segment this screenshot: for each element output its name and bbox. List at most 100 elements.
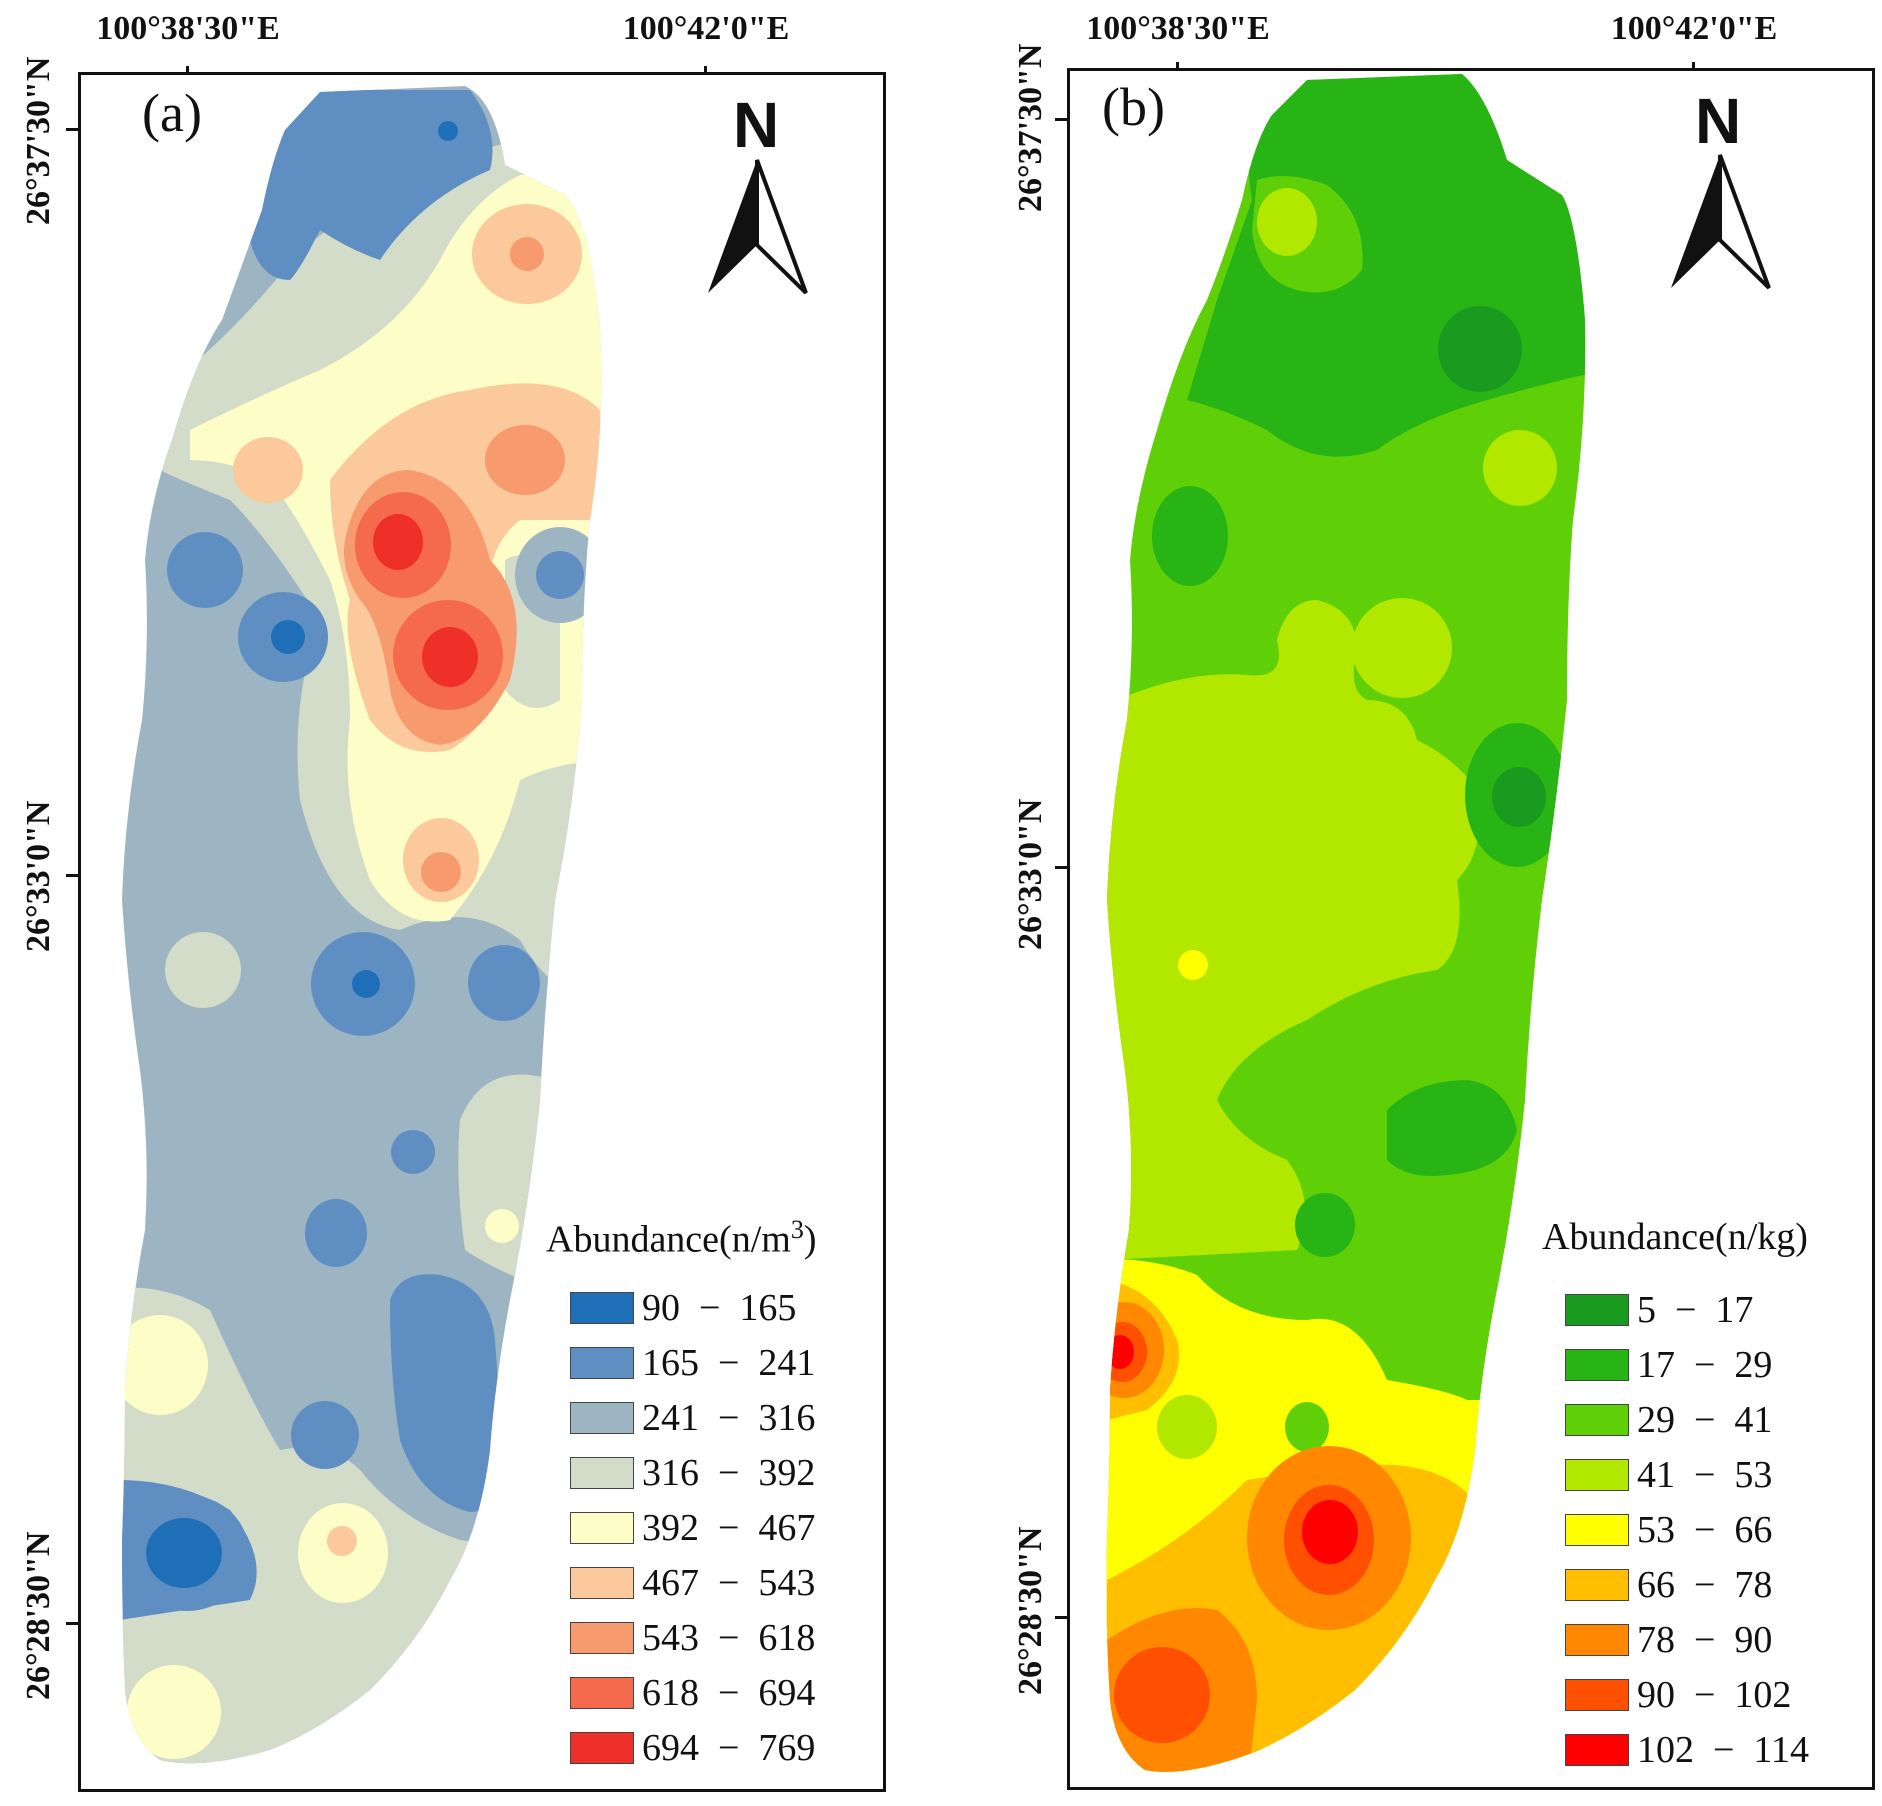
zone-90-165: [271, 620, 305, 654]
legend-swatch: [1565, 1404, 1629, 1436]
zone-392-467: [485, 1209, 519, 1243]
legend-label: 618 − 694: [642, 1672, 816, 1714]
legend-swatch: [1565, 1349, 1629, 1381]
zone-5-17: [1492, 767, 1546, 827]
lat-tick: [1055, 866, 1069, 869]
north-arrow-icon: [708, 159, 808, 295]
zone-165-241: [468, 945, 540, 1021]
legend-label: 90 − 165: [642, 1287, 797, 1329]
legend-swatch: [570, 1402, 634, 1434]
legend-label: 467 − 543: [642, 1562, 816, 1604]
zone-41-53: [1157, 1395, 1217, 1459]
legend-item: 694 − 769: [570, 1727, 815, 1769]
zone-165-241: [167, 532, 243, 608]
panel-a: 100°38'30"E 100°42'0"E 26°37'30"N 26°33'…: [20, 10, 886, 1792]
legend-item: 41 − 53: [1565, 1454, 1772, 1496]
zone-17-29: [1152, 486, 1228, 586]
legend-item: 316 − 392: [570, 1452, 815, 1494]
legend-label: 5 − 17: [1637, 1289, 1754, 1331]
lat-tick: [66, 128, 80, 131]
legend-item: 543 − 618: [570, 1617, 815, 1659]
zone-694-769: [422, 627, 478, 687]
north-label: N: [733, 89, 780, 161]
legend-item: 241 − 316: [570, 1397, 815, 1439]
legend-swatch: [1565, 1679, 1629, 1711]
panel-label: (b): [1102, 77, 1165, 137]
legend-item: 102 − 114: [1565, 1729, 1809, 1771]
legend-item: 66 − 78: [1565, 1564, 1772, 1606]
zone-90-165: [146, 1518, 222, 1588]
zone-102-114: [1302, 1500, 1358, 1564]
legend-swatch: [1565, 1734, 1629, 1766]
legend-title: Abundance(n/kg): [1542, 1216, 1808, 1258]
zone-165-241: [390, 1274, 505, 1512]
north-label: N: [1695, 85, 1742, 157]
zone-392-467: [127, 1665, 221, 1759]
legend-label: 543 − 618: [642, 1617, 816, 1659]
zone-316-392: [165, 932, 241, 1008]
north-arrow-icon: [1671, 154, 1771, 290]
legend-item: 29 − 41: [1565, 1399, 1772, 1441]
lat-tick: [66, 874, 80, 877]
zone-543-618: [421, 852, 461, 892]
zone-543-618: [510, 237, 544, 271]
legend-swatch: [1565, 1569, 1629, 1601]
legend-label: 102 − 114: [1637, 1729, 1810, 1771]
zone-41-53: [1352, 598, 1452, 698]
legend-item: 392 − 467: [570, 1507, 815, 1549]
zone-53-66: [1178, 950, 1208, 980]
zone-102-114: [1106, 1335, 1134, 1369]
zone-392-467: [122, 1315, 208, 1415]
legend-label: 78 − 90: [1637, 1619, 1773, 1661]
zone-165-241: [246, 90, 493, 280]
legend-swatch: [570, 1567, 634, 1599]
legend-item: 467 − 543: [570, 1562, 815, 1604]
zone-90-165: [438, 121, 458, 141]
legend-label: 316 − 392: [642, 1452, 816, 1494]
legend-label: 29 − 41: [1637, 1399, 1773, 1441]
legend-item: 53 − 66: [1565, 1509, 1772, 1551]
legend-swatch: [570, 1347, 634, 1379]
lat-tick: [1055, 1616, 1069, 1619]
legend-label: 694 − 769: [642, 1727, 816, 1769]
zone-543-618: [485, 425, 565, 495]
zone-90-102: [1114, 1647, 1210, 1743]
zone-165-241: [391, 1130, 435, 1174]
panel-b: 100°38'30"E 100°42'0"E 26°37'30"N 26°33'…: [987, 0, 1882, 1806]
legend-label: 90 − 102: [1637, 1674, 1792, 1716]
zone-165-241: [305, 1199, 367, 1267]
legend-swatch: [570, 1622, 634, 1654]
lat-tick: [1055, 118, 1069, 121]
legend-swatch: [570, 1292, 634, 1324]
zone-41-53: [1483, 430, 1557, 506]
zone-165-241: [291, 1401, 359, 1469]
lon-tick-label: 100°38'30"E: [1086, 10, 1270, 47]
legend-label: 392 − 467: [642, 1507, 816, 1549]
legend-label: 41 − 53: [1637, 1454, 1773, 1496]
legend-swatch: [570, 1512, 634, 1544]
legend-item: 165 − 241: [570, 1342, 815, 1384]
legend-swatch: [1565, 1294, 1629, 1326]
legend-swatch: [1565, 1624, 1629, 1656]
legend-swatch: [1565, 1459, 1629, 1491]
legend-swatch: [1565, 1514, 1629, 1546]
legend-item: 90 − 102: [1565, 1674, 1791, 1716]
legend-item: 618 − 694: [570, 1672, 815, 1714]
zone-5-17: [1438, 306, 1522, 392]
zone-41-53: [1347, 720, 1440, 862]
zone-467-543: [327, 1526, 357, 1556]
zone-17-29: [1387, 1080, 1517, 1176]
legend-swatch: [570, 1732, 634, 1764]
legend-title: Abundance(n/m3): [546, 1215, 817, 1261]
zone-467-543: [233, 437, 303, 503]
zone-694-769: [373, 514, 423, 570]
panel-label: (a): [142, 83, 202, 143]
legend-item: 5 − 17: [1565, 1289, 1753, 1331]
legend-label: 165 − 241: [642, 1342, 816, 1384]
legend-label: 66 − 78: [1637, 1564, 1773, 1606]
zone-17-29: [1295, 1193, 1355, 1257]
legend-label: 17 − 29: [1637, 1344, 1773, 1386]
legend-swatch: [570, 1677, 634, 1709]
legend-item: 17 − 29: [1565, 1344, 1772, 1386]
legend-label: 241 − 316: [642, 1397, 816, 1439]
